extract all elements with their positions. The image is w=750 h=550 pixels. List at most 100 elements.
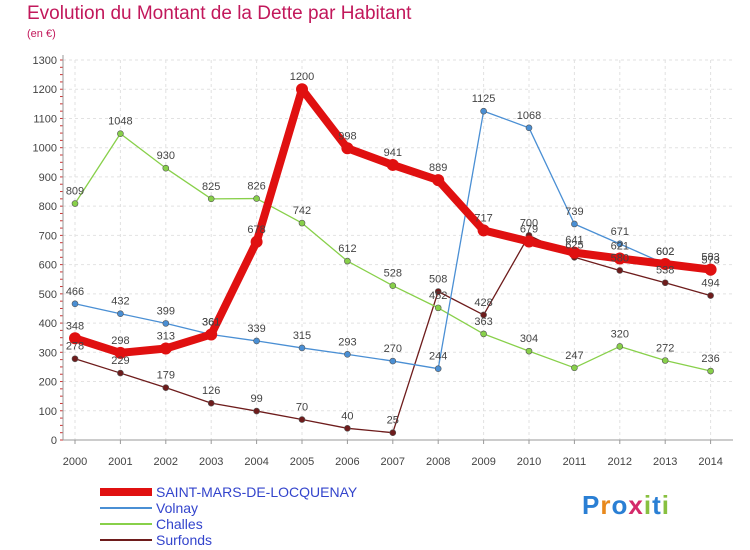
- y-tick-label: 600: [39, 260, 57, 272]
- data-point: [480, 107, 487, 115]
- data-label: 40: [341, 410, 353, 422]
- data-point: [296, 83, 308, 96]
- data-label: 612: [338, 243, 356, 255]
- data-label: 621: [611, 240, 629, 252]
- logo-letter: i: [661, 490, 670, 520]
- y-tick-label: 900: [39, 172, 57, 184]
- data-label: 573: [701, 255, 719, 267]
- data-point: [616, 240, 624, 248]
- data-label: 602: [656, 246, 674, 258]
- x-tick-label: 2001: [108, 456, 132, 468]
- data-label: 602: [656, 246, 674, 258]
- data-point: [162, 320, 170, 327]
- data-point: [117, 130, 124, 137]
- data-label: 236: [701, 353, 719, 365]
- data-label: 826: [247, 181, 265, 193]
- data-point: [205, 328, 218, 341]
- data-label: 99: [250, 393, 262, 405]
- data-label: 809: [66, 186, 84, 198]
- data-label: 363: [474, 316, 492, 328]
- data-point: [389, 429, 397, 436]
- data-point: [661, 357, 669, 364]
- data-label: 70: [296, 402, 308, 414]
- data-point: [659, 258, 672, 271]
- data-point: [250, 235, 263, 248]
- data-label: 229: [111, 355, 129, 367]
- data-label: 700: [520, 217, 538, 229]
- data-point: [253, 407, 260, 415]
- data-label: 25: [387, 415, 399, 427]
- data-label: 247: [565, 350, 583, 362]
- logo-letter: P: [582, 490, 601, 520]
- x-tick-label: 2013: [653, 456, 677, 468]
- legend-label: Volnay: [156, 500, 199, 516]
- data-point: [704, 263, 717, 276]
- data-point: [613, 252, 626, 265]
- data-label: 1200: [290, 71, 314, 83]
- data-label: 930: [157, 150, 175, 162]
- data-label: 361: [202, 316, 220, 328]
- data-label: 399: [157, 305, 175, 317]
- data-label: 304: [520, 333, 538, 345]
- data-point: [432, 174, 445, 187]
- data-label: 339: [247, 323, 265, 335]
- data-label: 678: [247, 224, 265, 236]
- data-label: 717: [474, 212, 492, 224]
- y-tick-label: 400: [39, 318, 57, 330]
- legend-swatch: [100, 523, 152, 525]
- data-label: 825: [202, 181, 220, 193]
- data-label: 320: [611, 328, 629, 340]
- data-point: [525, 124, 533, 132]
- data-label: 270: [384, 343, 402, 355]
- x-tick-label: 2009: [471, 456, 495, 468]
- data-point: [341, 142, 354, 155]
- data-point: [525, 347, 533, 355]
- data-point: [253, 195, 260, 202]
- x-tick-label: 2002: [154, 456, 178, 468]
- legend-swatch: [100, 488, 152, 496]
- data-point: [480, 311, 487, 319]
- data-label: 998: [338, 130, 356, 142]
- data-point: [434, 304, 442, 312]
- y-tick-label: 800: [39, 201, 57, 213]
- data-label: 348: [66, 320, 84, 332]
- data-label: 278: [66, 341, 84, 353]
- data-label: 528: [384, 268, 402, 280]
- data-point: [523, 235, 535, 248]
- data-point: [117, 310, 124, 318]
- data-label: 1048: [108, 116, 132, 128]
- x-tick-label: 2011: [563, 456, 587, 468]
- data-point: [117, 369, 124, 377]
- data-point: [707, 292, 714, 299]
- data-point: [477, 224, 490, 237]
- data-point: [71, 355, 79, 363]
- data-point: [159, 342, 172, 355]
- data-label: 1068: [517, 110, 541, 122]
- data-point: [344, 257, 351, 265]
- data-point: [71, 200, 79, 207]
- x-tick-label: 2000: [63, 456, 87, 468]
- y-tick-label: 0: [51, 435, 57, 447]
- data-point: [389, 357, 397, 365]
- data-label: 671: [611, 226, 629, 238]
- data-label: 315: [293, 330, 311, 342]
- data-point: [298, 416, 306, 423]
- x-tick-label: 2003: [199, 456, 223, 468]
- data-label: 538: [656, 265, 674, 277]
- data-label: 494: [701, 278, 719, 290]
- data-point: [434, 288, 442, 295]
- data-point: [207, 399, 215, 407]
- data-label: 179: [157, 370, 175, 382]
- data-point: [69, 332, 81, 345]
- x-tick-label: 2006: [335, 456, 359, 468]
- legend-swatch: [100, 539, 152, 541]
- y-tick-label: 700: [39, 230, 57, 242]
- logo-letter: x: [628, 490, 644, 520]
- data-label: 452: [429, 290, 447, 302]
- x-tick-label: 2008: [426, 456, 450, 468]
- legend-item: SAINT-MARS-DE-LOCQUENAY: [100, 484, 357, 500]
- data-label: 298: [111, 335, 129, 347]
- data-label: 432: [111, 296, 129, 308]
- data-label: 313: [157, 331, 175, 343]
- data-label: 679: [520, 224, 538, 236]
